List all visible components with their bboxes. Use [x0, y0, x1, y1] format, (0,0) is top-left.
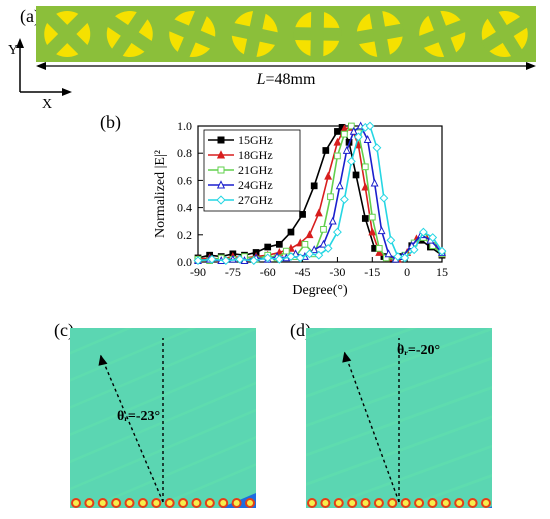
svg-text:-45: -45 — [295, 265, 311, 279]
svg-text:-15: -15 — [364, 265, 380, 279]
svg-text:24GHz: 24GHz — [238, 178, 273, 192]
svg-text:-75: -75 — [225, 265, 241, 279]
svg-text:27GHz: 27GHz — [238, 193, 273, 207]
panel-b-chart: -90 -75 -60 -45 -30 -15 0 15 0.0 0.2 0.4 0.6 0.8 1.0 D… — [150, 118, 450, 298]
svg-text:15: 15 — [436, 265, 448, 279]
svg-text:θᵣ=-20°: θᵣ=-20° — [397, 343, 440, 358]
svg-text:18GHz: 18GHz — [238, 148, 273, 162]
svg-text:θᵣ=-23°: θᵣ=-23° — [117, 409, 160, 424]
axis-x-label: X — [42, 97, 52, 112]
svg-text:Degree(°): Degree(°) — [292, 283, 348, 298]
svg-text:0.4: 0.4 — [177, 201, 192, 215]
svg-text:0.2: 0.2 — [177, 228, 192, 242]
svg-text:Normalized |E|²: Normalized |E|² — [153, 150, 168, 238]
axis-y-label: Y — [8, 43, 18, 58]
svg-text:-60: -60 — [260, 265, 276, 279]
svg-text:15GHz: 15GHz — [238, 133, 273, 147]
svg-text:-30: -30 — [329, 265, 345, 279]
label-b: (b) — [100, 112, 121, 133]
panel-a: L=48mm — [33, 0, 538, 88]
svg-text:0: 0 — [404, 265, 410, 279]
svg-text:0.8: 0.8 — [177, 146, 192, 160]
svg-text:1.0: 1.0 — [177, 119, 192, 133]
svg-text:0.6: 0.6 — [177, 173, 192, 187]
svg-text:21GHz: 21GHz — [238, 163, 273, 177]
svg-text:L=48mm: L=48mm — [256, 71, 316, 88]
svg-text:-90: -90 — [190, 265, 206, 279]
svg-text:0.0: 0.0 — [177, 255, 192, 269]
